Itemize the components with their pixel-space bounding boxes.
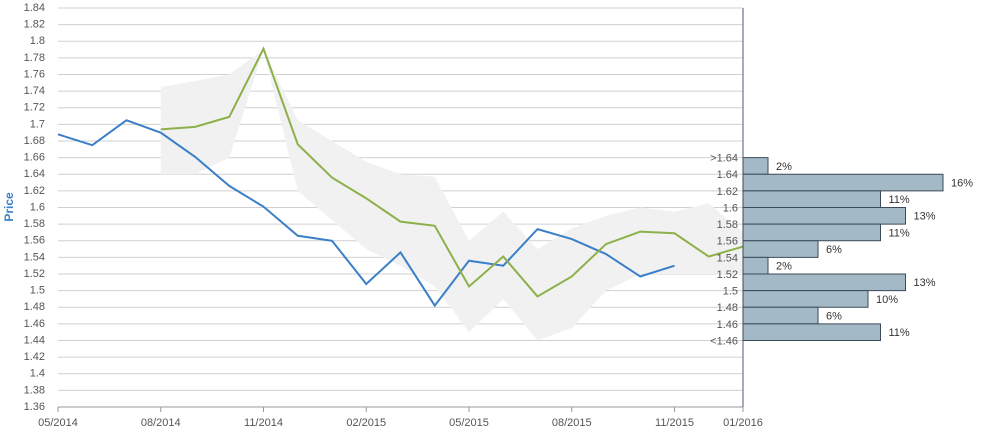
- y-tick-label: 1.64: [24, 168, 45, 180]
- forecast-band: [160, 49, 743, 341]
- y-tick-label: 1.46: [24, 318, 45, 330]
- histogram-bar: [742, 323, 881, 341]
- line: [160, 46, 744, 298]
- bin-label: 1.46: [717, 319, 738, 331]
- value-label: 11%: [889, 327, 910, 339]
- y-tick-label: 1.84: [24, 2, 45, 14]
- y-tick-label: 1.44: [24, 334, 45, 346]
- y-tick-label: 1.62: [24, 185, 45, 197]
- x-tick-label: 11/2014: [244, 417, 283, 429]
- x-tick-label: 01/2016: [723, 417, 763, 429]
- line: [57, 119, 675, 308]
- value-label: 13%: [914, 211, 936, 223]
- y-tick-label: 1.8: [30, 35, 45, 47]
- y-tick-label: 1.68: [24, 135, 45, 147]
- value-label: 6%: [826, 244, 842, 256]
- value-label: 10%: [876, 294, 898, 306]
- y-tick-label: 1.74: [24, 85, 45, 97]
- bin-label: 1.56: [717, 236, 738, 248]
- histogram-bar: [742, 157, 769, 175]
- bin-label: 1.54: [717, 252, 738, 264]
- x-tick-label: 05/2014: [38, 417, 78, 429]
- y-tick-label: 1.58: [24, 218, 45, 230]
- value-label: 13%: [914, 277, 936, 289]
- y-tick-label: 1.38: [24, 384, 45, 396]
- bin-label: 1.62: [717, 186, 738, 198]
- y-tick-label: 1.76: [24, 68, 45, 80]
- histogram-bar: [742, 273, 906, 292]
- y-tick-label: 1.78: [24, 52, 45, 64]
- x-tick-label: 02/2015: [346, 417, 386, 429]
- y-tick-label: 1.54: [24, 251, 45, 263]
- bin-label: 1.64: [717, 169, 738, 181]
- bin-label: 1.52: [717, 269, 738, 281]
- value-label: 6%: [826, 310, 842, 322]
- histogram-bar: [742, 306, 819, 325]
- bin-label: >1.64: [710, 153, 738, 165]
- value-label: 2%: [776, 161, 792, 173]
- x-tick-label: 05/2015: [449, 417, 489, 429]
- value-label: 11%: [889, 194, 910, 206]
- x-tick-label: 08/2015: [552, 417, 592, 429]
- y-tick-label: 1.7: [30, 118, 45, 130]
- histogram-bar: [742, 223, 881, 242]
- y-tick-label: 1.66: [24, 152, 45, 164]
- y-tick-label: 1.42: [24, 351, 45, 363]
- y-tick-label: 1.52: [24, 268, 45, 280]
- y-tick-label: 1.5: [30, 285, 45, 297]
- bin-label: 1.58: [717, 219, 738, 231]
- bin-label: 1.5: [723, 286, 738, 298]
- y-tick-label: 1.56: [24, 235, 45, 247]
- y-tick-label: 1.82: [24, 19, 45, 31]
- histogram-bar: [742, 173, 944, 192]
- y-tick-label: 1.4: [30, 368, 45, 380]
- x-tick-label: 08/2014: [141, 417, 181, 429]
- value-label: 11%: [889, 227, 910, 239]
- y-tick-label: 1.6: [30, 201, 45, 213]
- histogram-bar: [742, 256, 769, 275]
- y-tick-label: 1.36: [24, 401, 45, 413]
- bin-label: 1.6: [723, 202, 738, 214]
- y-tick-label: 1.72: [24, 102, 45, 114]
- y-tick-label: 1.48: [24, 301, 45, 313]
- x-tick-label: 11/2015: [655, 417, 694, 429]
- bin-label: <1.46: [710, 335, 738, 347]
- histogram-bar: [742, 240, 819, 258]
- histogram-bar: [742, 207, 906, 225]
- value-label: 16%: [951, 177, 973, 189]
- y-axis-title: Price: [2, 192, 16, 222]
- histogram-bar: [742, 190, 881, 208]
- histogram-bar: [742, 290, 869, 308]
- bin-label: 1.48: [717, 302, 738, 314]
- value-label: 2%: [776, 261, 792, 273]
